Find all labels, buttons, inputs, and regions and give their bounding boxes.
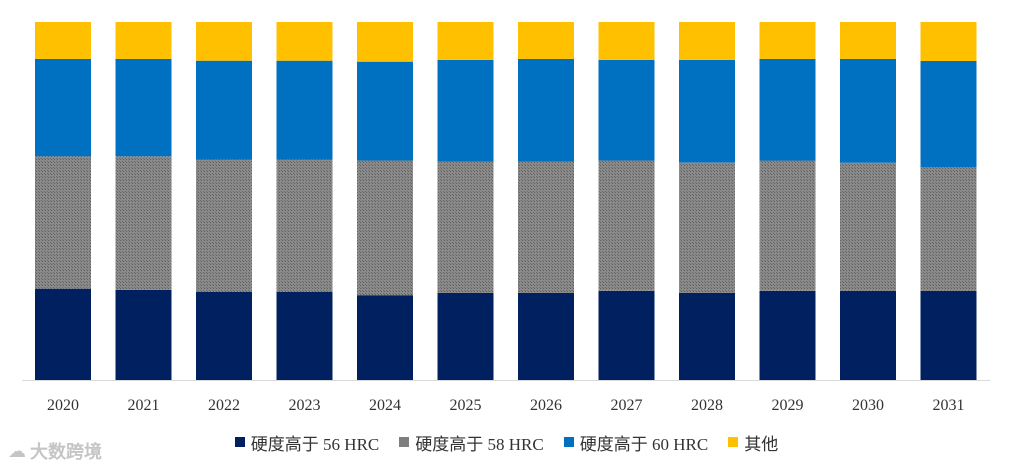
legend-swatch [234,437,245,447]
bar-segment-2027-series-2 [598,160,655,291]
x-tick-label: 2020 [47,397,79,414]
bar-segment-2024-series-3 [357,61,413,161]
bar-segment-2030-series-3 [840,58,896,163]
bar-segment-2028-series-4 [679,22,735,60]
bar-segment-2027-series-1 [598,290,655,380]
bar-segment-2026-series-1 [518,293,574,380]
legend-item-4: 其他 [728,430,778,455]
bar-segment-2021-series-3 [115,58,172,157]
bar-segment-2020-series-1 [35,288,91,380]
bar-segment-2028-series-1 [679,293,735,380]
bar-segment-2027-series-3 [598,59,655,161]
bar-segment-2028-series-3 [679,59,735,163]
legend-swatch [563,437,574,447]
bar-segment-2023-series-2 [276,159,333,292]
legend-swatch [399,437,410,447]
bar-segment-2029-series-4 [759,22,816,59]
x-tick-label: 2028 [691,397,723,414]
legend-label: 其他 [744,434,779,454]
legend-label: 硬度高于 56 HRC [250,434,380,454]
bar-segment-2022-series-3 [196,60,252,160]
bar-segment-2022-series-2 [196,159,252,292]
bar-segment-2030-series-4 [840,22,896,59]
x-tick-label: 2026 [530,397,562,414]
bar-segment-2022-series-1 [196,291,252,380]
legend-item-2: 硬度高于 58 HRC [399,430,544,455]
watermark-logo-icon: ☁ [8,440,26,462]
bar-segment-2031-series-1 [920,290,977,380]
legend-item-3: 硬度高于 60 HRC [563,430,709,455]
bar-segment-2023-series-1 [276,291,333,380]
bar-segment-2021-series-1 [115,289,172,380]
bar-segment-2026-series-3 [518,58,574,162]
bar-segment-2031-series-2 [920,167,977,291]
stacked-bar-chart: 2020 2021 2022 2023 2024 2025 2026 2027 2028 2029… [22,22,990,414]
x-tick-label: 2025 [450,397,482,414]
x-tick-label: 2024 [369,397,401,414]
legend-item-1: 硬度高于 56 HRC [234,430,380,455]
bar-segment-2021-series-2 [115,156,172,290]
bar-segment-2024-series-2 [357,160,413,296]
x-tick-label: 2027 [611,397,643,414]
bar-segment-2030-series-2 [840,162,896,291]
bar-segment-2020-series-4 [35,22,91,59]
legend-swatch [728,437,739,447]
x-tick-label: 2023 [289,397,321,414]
legend-label: 硬度高于 60 HRC [579,434,709,454]
watermark: ☁ 大数跨境 [8,438,102,464]
bar-segment-2028-series-2 [679,162,735,293]
bar-segment-2029-series-2 [759,160,816,291]
bar-segment-2030-series-1 [840,290,896,380]
x-tick-labels: 2020 2021 2022 2023 2024 2025 2026 2027 2028 2029… [47,397,965,414]
bar-segment-2025-series-4 [437,22,494,60]
bar-segment-2023-series-3 [276,60,333,160]
bar-segment-2021-series-4 [115,22,172,59]
bar-segment-2020-series-3 [35,58,91,157]
x-tick-label: 2031 [933,397,965,414]
x-tick-label: 2021 [128,397,160,414]
legend-label: 硬度高于 58 HRC [415,434,544,454]
legend: 硬度高于 56 HRC 硬度高于 58 HRC 硬度高于 60 HRC 其他 [0,428,1013,456]
bar-segment-2031-series-3 [920,61,977,167]
bar-segment-2029-series-1 [759,290,816,380]
bar-segment-2024-series-4 [357,22,413,62]
bar-segment-2025-series-1 [437,293,494,380]
bar-segment-2027-series-4 [598,22,655,60]
x-tick-label: 2022 [208,397,240,414]
bar-segment-2022-series-4 [196,22,252,61]
bar-segment-2020-series-2 [35,156,91,289]
bar-segment-2024-series-1 [357,295,413,380]
bar-segment-2025-series-2 [437,161,494,293]
bar-segment-2023-series-4 [276,22,333,61]
x-tick-label: 2030 [852,397,884,414]
watermark-text: 大数跨境 [30,442,102,463]
bar-segment-2031-series-4 [920,22,977,61]
bar-segment-2026-series-2 [518,161,574,293]
x-tick-label: 2029 [772,397,804,414]
bar-segment-2029-series-3 [759,58,816,161]
bar-segment-2026-series-4 [518,22,574,59]
bar-segment-2025-series-3 [437,59,494,162]
bars-layer [35,22,977,380]
